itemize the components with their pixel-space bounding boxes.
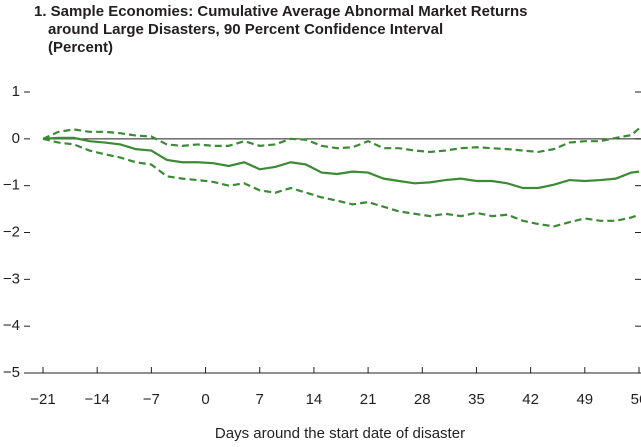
y-tick-label: 0 (12, 130, 20, 147)
x-tick-label: 56 (631, 391, 641, 408)
chart-title: 1. Sample Economies: Cumulative Average … (34, 3, 527, 20)
y-tick-label: 1 (12, 83, 20, 100)
x-tick-label: 0 (201, 391, 209, 408)
y-tick-label: −1 (3, 177, 20, 194)
x-tick-label: 42 (522, 391, 539, 408)
y-tick-label: −4 (3, 317, 20, 334)
y-tick-label: −2 (3, 223, 20, 240)
x-tick-label: −14 (84, 391, 109, 408)
x-tick-label: 49 (576, 391, 593, 408)
chart-title: around Large Disasters, 90 Percent Confi… (48, 21, 443, 38)
mean-line (42, 136, 640, 190)
x-tick-label: 21 (360, 391, 377, 408)
x-tick-label: 7 (256, 391, 264, 408)
x-tick-label: −7 (143, 391, 160, 408)
x-tick-label: 14 (306, 391, 323, 408)
x-tick-label: 28 (414, 391, 431, 408)
x-tick-label: −21 (30, 391, 55, 408)
chart-title: (Percent) (48, 39, 113, 56)
y-tick-label: −3 (3, 270, 20, 287)
y-tick-label: −5 (3, 364, 20, 381)
x-tick-label: 35 (468, 391, 485, 408)
confidence-band-line (42, 137, 640, 228)
confidence-band-line (42, 127, 640, 154)
x-axis-label: Days around the start date of disaster (215, 425, 465, 442)
